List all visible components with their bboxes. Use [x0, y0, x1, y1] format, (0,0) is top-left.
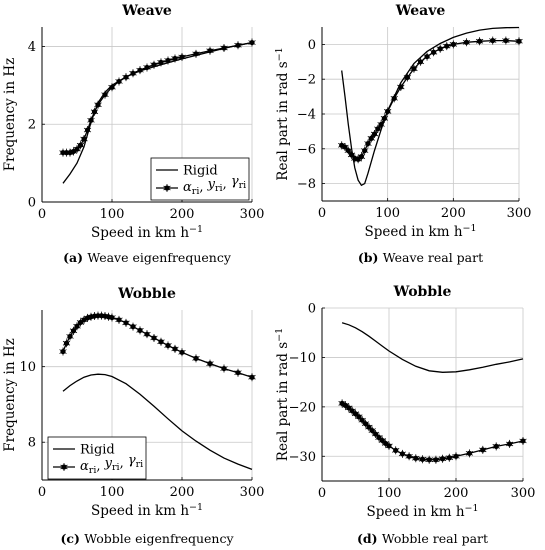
x-tick-label: 200	[444, 486, 469, 501]
x-tick-label: 100	[100, 207, 125, 222]
series-line	[62, 373, 253, 471]
legend-label-compliant: αri, yri, γri	[80, 453, 143, 476]
chart-panel-3: Wobble 0 100 200 300 8 10 Speed in km h−1 Freque…	[2, 286, 264, 546]
y-tick-label: −4	[297, 108, 316, 123]
x-tick-label: 300	[511, 486, 536, 501]
series-line	[341, 402, 524, 461]
chart-panel-4: Wobble 0 100 200 300 0 −10 −20 −30 Speed in km h−…	[274, 284, 535, 546]
chart-panel-2: Weave 0 100 200 300 0 −2 −4 −6 −8 Speed in km h−1 R…	[274, 3, 531, 265]
y-tick-label: −8	[297, 177, 316, 192]
series-rigid	[341, 322, 524, 373]
legend-label-compliant: αri, yri, γri	[183, 174, 246, 197]
series-compliant	[338, 36, 523, 164]
chart-title: Wobble	[117, 286, 176, 302]
y-axis-label: Frequency in Hz	[2, 58, 18, 172]
x-tick-label: 100	[375, 206, 400, 221]
series-compliant	[59, 311, 256, 382]
x-tick-label: 0	[38, 485, 46, 500]
x-tick-label: 300	[240, 207, 265, 222]
figure-caption: (d) Wobble real part	[357, 531, 488, 546]
figure-caption: (c) Wobble eigenfrequency	[60, 531, 234, 546]
y-tick-label: 2	[28, 118, 36, 133]
y-tick-label: −20	[289, 400, 316, 415]
y-tick-label: 0	[28, 196, 36, 211]
series-rigid	[341, 26, 520, 187]
chart-title: Weave	[121, 3, 172, 19]
chart-title: Weave	[395, 3, 446, 19]
series-rigid	[62, 373, 253, 471]
y-axis-label: Frequency in Hz	[2, 338, 18, 452]
figure-caption: (b) Weave real part	[358, 250, 483, 265]
y-tick-label: −6	[297, 142, 316, 157]
series-line	[341, 322, 524, 373]
y-tick-label: −10	[289, 351, 316, 366]
y-tick-label: −30	[289, 450, 316, 465]
y-axis-label: Real part in rad s−1	[274, 47, 291, 180]
series-compliant	[59, 38, 256, 157]
x-tick-label: 0	[318, 206, 326, 221]
x-tick-label: 200	[441, 206, 466, 221]
figure-caption: (a) Weave eigenfrequency	[63, 250, 232, 265]
series-line	[63, 41, 253, 154]
x-tick-label: 0	[38, 207, 46, 222]
chart-panel-1: Weave 0 100 200 300 0 2 4 Speed in km h−1 Frequen…	[2, 3, 264, 265]
x-tick-label: 300	[240, 485, 265, 500]
x-tick-label: 200	[170, 207, 195, 222]
y-tick-label: 4	[28, 40, 36, 55]
y-tick-label: 0	[308, 38, 316, 53]
legend-box	[150, 157, 250, 201]
y-tick-label: −2	[297, 73, 316, 88]
x-tick-label: 100	[377, 486, 402, 501]
x-tick-label: 200	[170, 485, 195, 500]
x-tick-label: 100	[100, 485, 125, 500]
series-line	[341, 26, 520, 187]
y-axis-label: Real part in rad s−1	[274, 328, 291, 461]
legend-box	[47, 436, 147, 480]
series-compliant	[338, 399, 527, 464]
y-tick-label: 10	[19, 360, 36, 375]
x-axis-label: Speed in km h−1	[91, 224, 203, 241]
y-tick-label: 0	[308, 302, 316, 317]
legend-label-rigid: Rigid	[80, 443, 115, 458]
x-axis-label: Speed in km h−1	[366, 503, 478, 520]
x-axis-label: Speed in km h−1	[364, 223, 476, 240]
x-tick-label: 300	[507, 206, 532, 221]
y-tick-label: 8	[28, 436, 36, 451]
x-axis-label: Speed in km h−1	[91, 502, 203, 519]
chart-title: Wobble	[393, 284, 452, 300]
legend-label-rigid: Rigid	[183, 164, 218, 179]
x-tick-label: 0	[318, 486, 326, 501]
